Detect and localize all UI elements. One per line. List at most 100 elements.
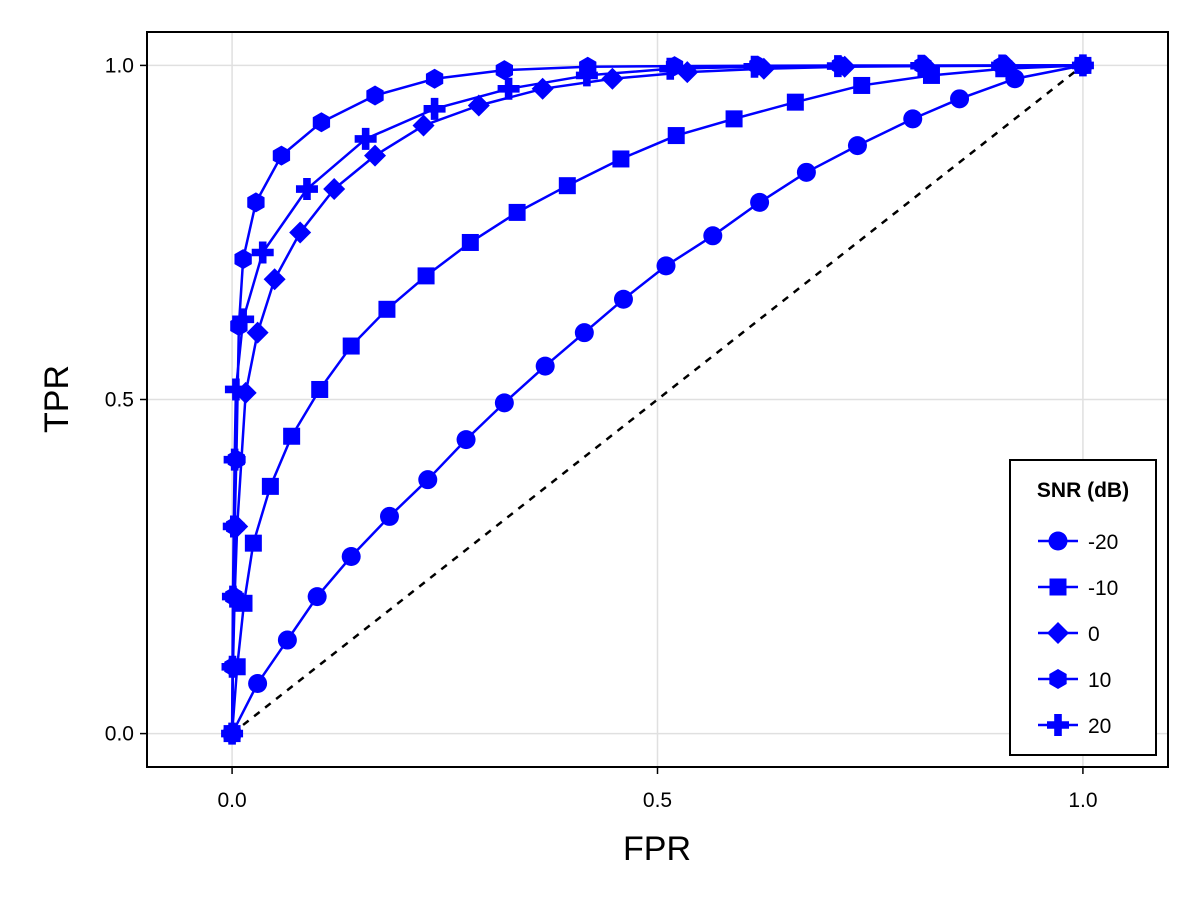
y-tick-label: 0.0 [105,723,134,746]
axis-ticks: 0.0 0.5 1.0 0.0 0.5 1.0 [105,54,1098,812]
data-point [341,547,361,567]
data-point [295,178,318,201]
data-point [656,256,676,276]
data-point [307,587,327,607]
data-point [703,226,723,246]
data-point [456,430,476,450]
data-point [725,110,743,128]
data-point [796,162,816,182]
data-point [659,57,682,80]
data-point [283,427,301,445]
data-point [289,221,312,244]
data-point [418,470,438,490]
legend-label: -10 [1088,577,1118,600]
legend-label: 0 [1088,623,1100,646]
reference-diagonal [231,64,1084,735]
data-point [247,192,265,213]
data-point [575,64,598,87]
data-point [224,378,247,401]
legend: SNR (dB) -20 -10 0 10 20 [1009,459,1157,756]
data-point [743,55,766,78]
data-point [366,85,384,106]
legend-title: SNR (dB) [1037,479,1129,502]
data-point [364,144,387,167]
data-point [223,448,246,471]
data-point [244,534,262,552]
legend-label: -20 [1088,531,1118,554]
data-point [750,192,770,212]
legend-items: -20 -10 0 10 20 [1038,531,1118,738]
data-point [261,477,279,495]
legend-box [1009,459,1157,756]
data-point [246,321,269,344]
data-point [277,630,297,650]
series-20 [221,54,1094,745]
data-point [467,94,490,117]
data-point [425,68,444,89]
legend-label: 10 [1088,669,1111,692]
legend-item: 0 [1038,622,1100,646]
data-point [272,145,291,166]
y-axis-title: TPR [38,365,76,433]
data-point [847,136,867,156]
data-point [222,515,245,538]
data-point [342,337,360,355]
data-point [248,673,268,693]
y-tick-label: 0.5 [105,389,134,412]
legend-marker [1047,622,1069,644]
legend-item: 20 [1038,714,1111,738]
y-tick-label: 1.0 [105,54,134,77]
data-point [1071,54,1094,77]
data-point [312,112,331,133]
data-point [950,89,970,109]
data-point [495,60,514,81]
data-point [221,585,244,608]
data-point [379,506,399,526]
legend-item: -20 [1038,531,1118,554]
legend-marker [1049,669,1067,689]
x-tick-label: 0.0 [217,789,246,812]
data-point [221,655,244,678]
data-point [991,54,1014,77]
data-point [853,76,871,94]
data-point [412,114,435,137]
data-point [613,289,633,309]
data-point [323,178,346,201]
data-point [311,380,329,398]
data-point [667,127,685,145]
data-point [461,233,479,251]
data-point [826,55,849,78]
data-point [251,241,274,264]
series-layer [221,54,1094,745]
data-point [903,109,923,129]
data-point [535,356,555,376]
x-tick-label: 0.5 [643,789,672,812]
reference-line [231,64,1084,735]
data-point [234,249,252,270]
data-point [221,722,244,745]
data-point [558,177,576,195]
data-point [423,97,446,120]
data-point [494,393,514,413]
legend-marker [1048,531,1068,551]
data-point [263,268,286,291]
legend-marker [1049,578,1067,596]
legend-item: 10 [1038,669,1111,692]
data-point [354,127,377,150]
data-point [508,203,526,221]
data-point [786,93,804,111]
data-point [417,267,435,285]
data-point [612,150,630,168]
legend-marker [1047,714,1069,736]
data-point [910,54,933,77]
x-axis-title: FPR [623,830,691,868]
legend-item: -10 [1038,577,1118,600]
legend-label: 20 [1088,715,1111,738]
data-point [497,77,520,100]
x-tick-label: 1.0 [1068,789,1097,812]
data-point [378,300,396,318]
data-point [232,308,255,331]
data-point [574,323,594,343]
